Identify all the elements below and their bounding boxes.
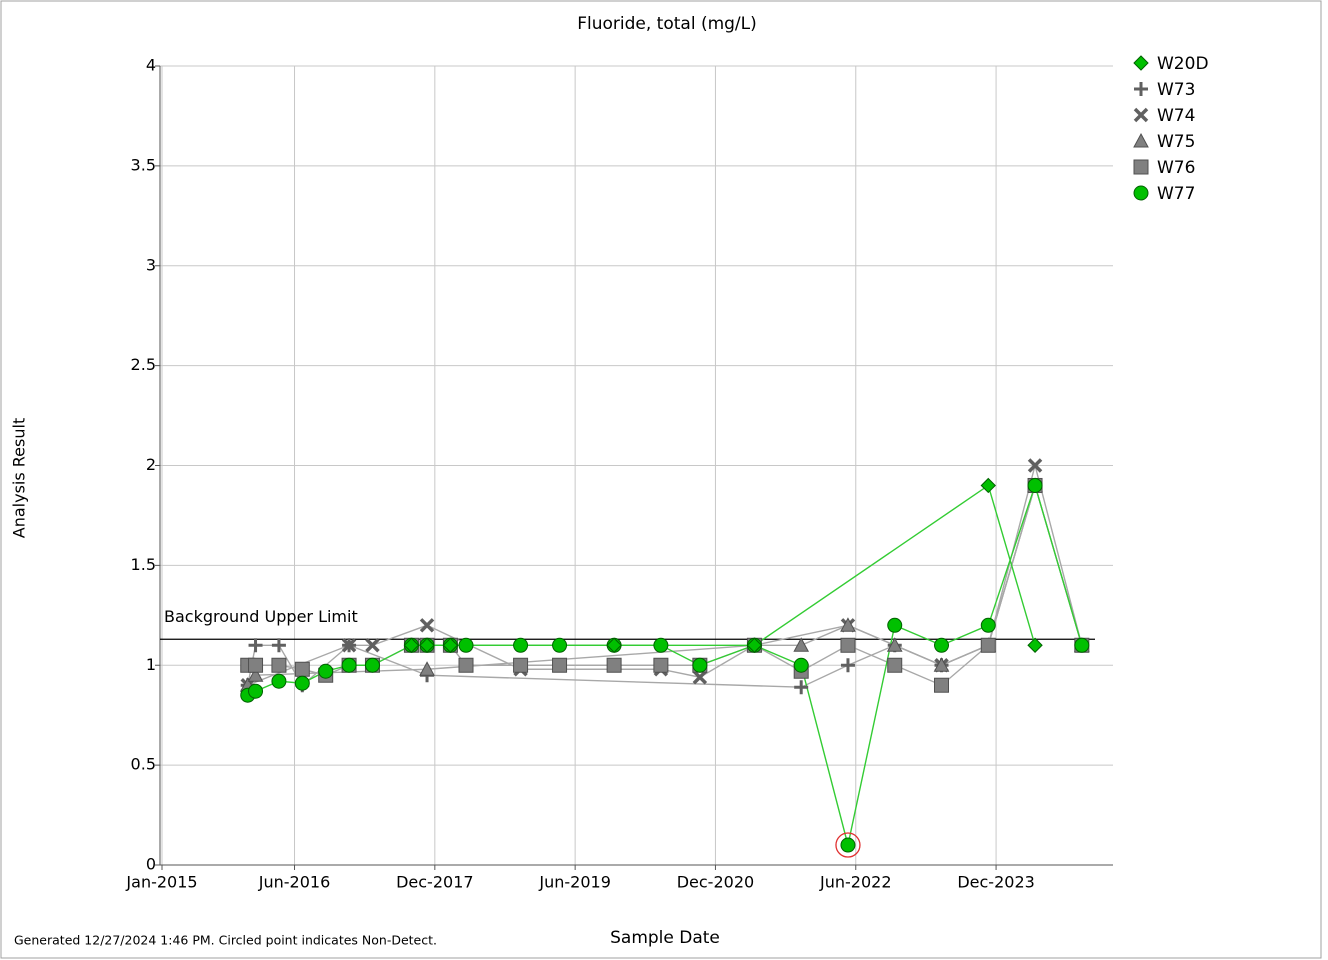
x-tick-label: Jun-2019 [538,873,611,892]
marker [746,637,763,653]
y-tick-label: 0 [146,855,156,874]
marker [887,617,903,633]
marker [364,657,380,673]
x-tick-label: Dec-2023 [957,873,1034,892]
marker [552,637,568,653]
y-tick-label: 0.5 [131,755,156,774]
reference-label: Background Upper Limit [164,607,358,626]
marker [692,669,708,685]
y-tick-label: 1 [146,655,156,674]
marker [1027,477,1043,493]
marker [840,837,856,853]
marker [1133,107,1149,123]
marker [458,637,474,653]
marker [840,637,856,653]
marker [294,675,310,691]
marker [1133,159,1149,175]
marker [365,638,380,653]
marker [934,677,950,693]
x-tick-label: Jun-2022 [819,873,892,892]
marker [886,637,903,652]
marker [419,661,435,676]
marker [887,657,903,673]
marker [934,637,950,653]
marker [294,661,310,677]
marker [419,637,435,653]
marker [653,637,669,653]
x-tick-label: Jan-2015 [125,873,197,892]
legend-label: W20D [1157,54,1209,74]
marker [793,657,809,673]
y-axis-label: Analysis Result [10,418,29,538]
marker [1074,637,1090,653]
marker [419,618,435,633]
marker [794,680,809,695]
marker [840,617,856,632]
marker [1134,82,1148,96]
marker [513,657,529,673]
marker [248,657,264,673]
marker [1133,132,1149,148]
marker [1027,458,1043,473]
marker [442,637,459,653]
marker [980,637,996,653]
marker [980,617,996,633]
marker [692,657,708,673]
marker [1027,637,1043,653]
legend-label: W74 [1157,106,1195,126]
x-axis-label: Sample Date [610,928,720,948]
y-tick-label: 2.5 [131,355,156,374]
marker [980,477,996,494]
marker [513,637,529,653]
y-tick-label: 3.5 [131,155,156,174]
marker [1133,185,1149,201]
x-tick-label: Dec-2020 [677,873,754,892]
marker [341,657,357,673]
marker [552,657,568,673]
marker [606,657,622,673]
non-detect-circle [835,832,861,858]
legend-label: W77 [1157,184,1195,204]
marker [606,637,622,653]
marker [318,663,334,679]
legend-label: W73 [1157,80,1195,100]
marker [840,658,855,673]
marker [271,638,286,653]
marker [403,637,420,653]
y-tick-label: 1.5 [131,555,156,574]
x-tick-label: Dec-2017 [396,873,473,892]
legend-label: W75 [1157,132,1195,152]
marker [341,638,357,653]
marker [271,673,287,689]
y-tick-label: 2 [146,455,156,474]
marker [1133,55,1149,71]
marker [271,657,287,673]
y-tick-label: 3 [146,255,156,274]
marker [458,657,474,673]
marker [248,638,263,653]
marker [793,637,810,652]
marker [653,657,669,673]
x-tick-label: Jun-2016 [258,873,331,892]
marker [248,683,264,699]
chart-title: Fluoride, total (mg/L) [577,14,757,34]
y-tick-label: 4 [146,56,156,75]
marker [933,657,950,672]
legend-label: W76 [1157,158,1195,178]
footnote: Generated 12/27/2024 1:46 PM. Circled po… [14,933,437,948]
marker [247,667,264,682]
